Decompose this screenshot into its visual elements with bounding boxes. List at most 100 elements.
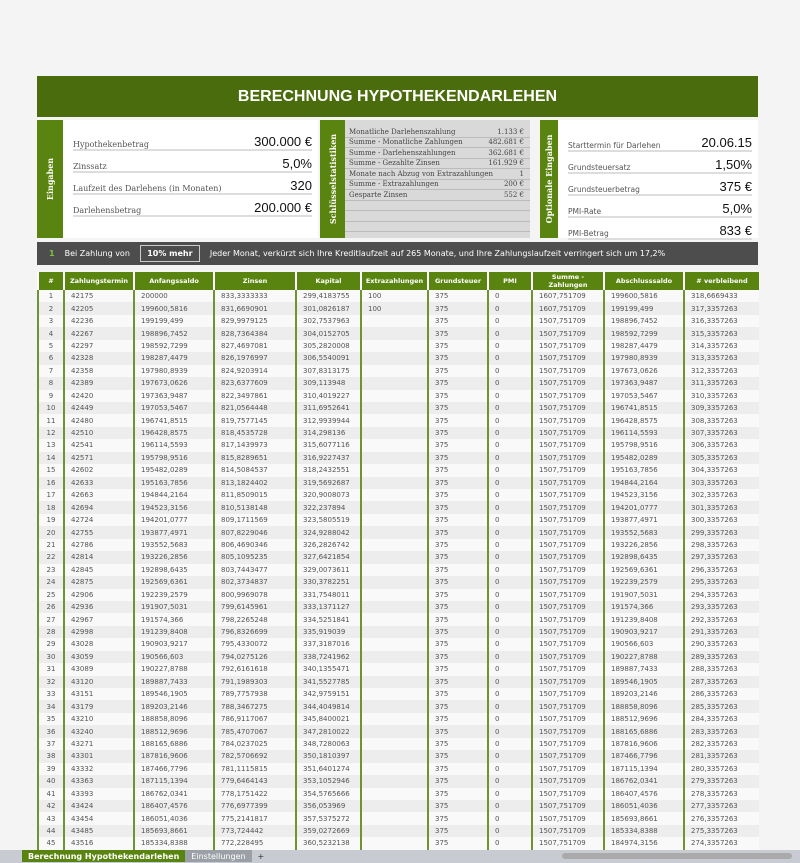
table-cell[interactable]: 791,1989303	[213, 675, 296, 688]
table-cell[interactable]: 310,3357263	[683, 389, 759, 402]
table-cell[interactable]: 195798,9516	[603, 439, 684, 452]
table-cell[interactable]: 8	[37, 377, 64, 390]
table-cell[interactable]	[360, 762, 428, 776]
sheet-tab-calculation[interactable]: Berechnung Hypothekendarlehen	[22, 850, 186, 862]
column-header[interactable]: Extrazahlungen	[360, 272, 428, 290]
table-cell[interactable]: 42267	[63, 327, 134, 340]
table-cell[interactable]: 194201,0777	[603, 501, 684, 514]
table-cell[interactable]: 341,5527785	[295, 675, 361, 688]
table-cell[interactable]: 189203,2146	[133, 700, 214, 713]
table-cell[interactable]: 1507,751709	[531, 563, 604, 577]
table-cell[interactable]: 32	[37, 675, 64, 688]
table-cell[interactable]: 1507,751709	[531, 625, 604, 639]
table-cell[interactable]: 1507,751709	[531, 464, 604, 477]
table-cell[interactable]: 301,0826187	[295, 302, 361, 315]
table-cell[interactable]: 198592,7299	[603, 327, 684, 340]
table-cell[interactable]: 800,9969078	[213, 588, 296, 601]
table-cell[interactable]: 37	[37, 737, 64, 751]
table-cell[interactable]: 1507,751709	[531, 538, 604, 552]
column-header[interactable]: Summe - Zahlungen	[531, 272, 604, 290]
table-cell[interactable]: 193226,2856	[603, 538, 684, 552]
table-cell[interactable]: 326,2826742	[295, 538, 361, 552]
table-cell[interactable]: 3	[37, 314, 64, 328]
table-cell[interactable]: 329,0073611	[295, 563, 361, 577]
table-cell[interactable]	[360, 526, 428, 539]
table-cell[interactable]: 43028	[63, 638, 134, 651]
table-cell[interactable]: 810,5138148	[213, 501, 296, 514]
table-cell[interactable]: 0	[487, 812, 532, 825]
table-cell[interactable]: 24	[37, 576, 64, 589]
table-cell[interactable]: 189546,1905	[603, 675, 684, 688]
table-cell[interactable]: 284,3357263	[683, 712, 759, 726]
table-cell[interactable]: 375	[427, 824, 488, 838]
table-cell[interactable]: 0	[487, 837, 532, 850]
table-cell[interactable]: 375	[427, 588, 488, 601]
column-header[interactable]: #	[37, 272, 64, 290]
table-cell[interactable]: 197980,8939	[133, 364, 214, 378]
table-cell[interactable]	[360, 737, 428, 751]
table-cell[interactable]: 1	[37, 290, 64, 303]
table-cell[interactable]: 190903,9217	[603, 625, 684, 639]
table-cell[interactable]	[360, 476, 428, 489]
table-cell[interactable]: 304,3357263	[683, 464, 759, 477]
table-cell[interactable]: 1507,751709	[531, 787, 604, 800]
table-cell[interactable]: 188512,9696	[603, 712, 684, 726]
table-cell[interactable]: 197053,5467	[603, 389, 684, 402]
table-cell[interactable]: 799,6145961	[213, 600, 296, 614]
table-cell[interactable]: 0	[487, 513, 532, 527]
table-cell[interactable]: 194523,3156	[133, 501, 214, 514]
table-cell[interactable]: 42633	[63, 476, 134, 489]
add-sheet-button[interactable]: +	[257, 851, 265, 861]
table-cell[interactable]: 188512,9696	[133, 725, 214, 738]
table-cell[interactable]: 193226,2856	[133, 551, 214, 564]
table-cell[interactable]: 375	[427, 538, 488, 552]
table-cell[interactable]: 310,4019227	[295, 389, 361, 402]
table-cell[interactable]: 305,2820008	[295, 339, 361, 353]
table-cell[interactable]: 42480	[63, 414, 134, 427]
table-cell[interactable]: 0	[487, 750, 532, 763]
table-cell[interactable]: 191907,5031	[603, 588, 684, 601]
table-cell[interactable]: 197053,5467	[133, 401, 214, 415]
table-cell[interactable]: 1507,751709	[531, 377, 604, 390]
table-cell[interactable]: 375	[427, 314, 488, 328]
table-cell[interactable]: 306,3357263	[683, 439, 759, 452]
table-cell[interactable]: 1507,751709	[531, 576, 604, 589]
table-cell[interactable]: 0	[487, 663, 532, 676]
table-cell[interactable]: 0	[487, 526, 532, 539]
table-cell[interactable]: 288,3357263	[683, 663, 759, 676]
table-cell[interactable]: 1507,751709	[531, 513, 604, 527]
table-cell[interactable]: 43516	[63, 837, 134, 850]
table-cell[interactable]: 188858,8096	[133, 712, 214, 726]
table-cell[interactable]: 189887,7433	[603, 663, 684, 676]
table-cell[interactable]: 43120	[63, 675, 134, 688]
table-cell[interactable]: 191574,366	[133, 613, 214, 626]
table-cell[interactable]: 196428,8575	[133, 426, 214, 440]
table-cell[interactable]: 0	[487, 700, 532, 713]
table-cell[interactable]: 42967	[63, 613, 134, 626]
table-cell[interactable]: 1507,751709	[531, 663, 604, 676]
table-cell[interactable]: 347,2810022	[295, 725, 361, 738]
table-cell[interactable]: 0	[487, 725, 532, 738]
table-cell[interactable]: 375	[427, 526, 488, 539]
table-cell[interactable]: 818,4535728	[213, 426, 296, 440]
table-cell[interactable]: 22	[37, 551, 64, 564]
table-cell[interactable]: 192898,6435	[133, 563, 214, 577]
table-cell[interactable]: 1507,751709	[531, 688, 604, 701]
table-cell[interactable]: 313,3357263	[683, 352, 759, 365]
table-cell[interactable]: 322,237894	[295, 501, 361, 514]
table-cell[interactable]: 38	[37, 750, 64, 763]
table-cell[interactable]: 0	[487, 688, 532, 701]
table-cell[interactable]: 21	[37, 538, 64, 552]
table-cell[interactable]: 375	[427, 339, 488, 353]
table-cell[interactable]	[360, 314, 428, 328]
table-cell[interactable]: 16	[37, 476, 64, 489]
table-cell[interactable]: 12	[37, 426, 64, 440]
table-cell[interactable]: 819,7577145	[213, 414, 296, 427]
table-cell[interactable]: 193877,4971	[603, 513, 684, 527]
table-cell[interactable]: 375	[427, 737, 488, 751]
table-cell[interactable]: 375	[427, 501, 488, 514]
table-cell[interactable]: 375	[427, 401, 488, 415]
table-cell[interactable]: 40	[37, 775, 64, 788]
table-cell[interactable]: 0	[487, 352, 532, 365]
input-loan-amount[interactable]: Hypothekenbetrag 300.000 €	[73, 131, 312, 151]
